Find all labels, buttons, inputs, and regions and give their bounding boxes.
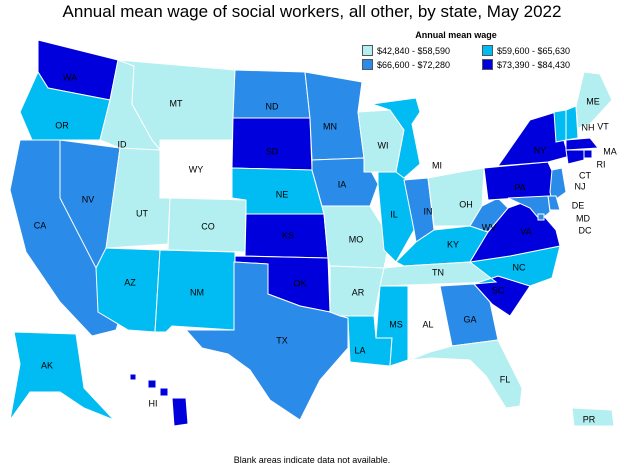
state-label-nh: NH [582,122,595,132]
state-label-ks: KS [282,230,294,240]
state-label-al: AL [422,319,433,329]
state-label-tn: TN [432,267,444,277]
state-mi [371,97,421,179]
legend-swatch-4 [482,59,493,70]
state-label-hi: HI [149,398,158,408]
state-ma [565,137,599,151]
state-label-md: MD [576,213,590,223]
legend-label-2: $59,600 - $65,630 [497,45,571,56]
state-sd [231,117,313,171]
state-label-ny: NY [534,145,547,155]
legend: Annual mean wage $42,840 - $58,590 $59,6… [362,30,622,70]
state-ri [583,149,593,159]
state-label-wa: WA [63,72,77,82]
state-label-ky: KY [447,239,459,249]
footnote: Blank areas indicate data not available. [233,455,391,465]
state-label-dc: DC [579,225,592,235]
state-label-ct: CT [579,170,591,180]
legend-label-3: $66,600 - $72,280 [377,59,451,70]
state-al [407,285,451,361]
state-label-vt: VT [597,121,609,131]
state-label-de: DE [572,200,585,210]
state-label-va: VA [520,226,531,236]
state-ct [565,149,585,165]
map-title: Annual mean wage of social workers, all … [62,2,562,21]
legend-label-4: $73,390 - $84,430 [497,59,571,70]
state-label-mt: MT [170,98,183,108]
state-label-ne: NE [276,189,289,199]
legend-swatch-2 [482,45,493,56]
state-ak [9,331,115,421]
legend-item-1: $42,840 - $58,590 [362,45,482,56]
legend-item-3: $66,600 - $72,280 [362,59,482,70]
state-label-oh: OH [459,199,473,209]
state-nh [565,105,579,141]
state-pr [571,407,615,427]
state-nm [154,249,236,333]
state-label-in: IN [424,206,433,216]
legend-swatch-3 [362,59,373,70]
state-label-nc: NC [513,262,526,272]
legend-swatch-1 [362,45,373,56]
state-label-mo: MO [349,234,364,244]
state-label-wv: WV [482,222,497,232]
legend-item-4: $73,390 - $84,430 [482,59,602,70]
state-label-ca: CA [34,220,47,230]
state-label-co: CO [201,221,215,231]
state-label-pr: PR [583,414,596,424]
state-label-sd: SD [266,146,279,156]
state-fl [409,339,523,409]
state-nj [549,167,567,203]
state-label-sc: SC [492,285,505,295]
state-label-wi: WI [378,140,389,150]
state-label-ms: MS [389,319,403,329]
state-label-nj: NJ [575,181,586,191]
state-me [575,71,613,129]
state-label-ma: MA [603,146,617,156]
state-label-ga: GA [463,314,476,324]
state-label-or: OR [55,120,69,130]
state-tx [184,261,349,421]
state-label-nm: NM [190,287,204,297]
state-dc [537,213,545,221]
state-label-tx: TX [276,335,288,345]
state-label-nv: NV [82,194,95,204]
state-label-mi: MI [432,160,442,170]
state-label-ut: UT [136,208,148,218]
state-label-ok: OK [293,278,306,288]
state-label-ia: IA [338,179,347,189]
state-label-ri: RI [597,159,606,169]
state-vt [553,109,567,143]
state-label-la: LA [354,345,365,355]
state-label-ak: AK [41,360,53,370]
state-label-fl: FL [500,374,511,384]
state-label-id: ID [118,139,128,149]
legend-label-1: $42,840 - $58,590 [377,45,451,56]
state-label-il: IL [390,209,398,219]
state-hi [129,373,189,427]
state-label-me: ME [586,96,600,106]
state-pa [483,161,559,201]
state-label-mn: MN [323,121,337,131]
state-label-nd: ND [266,101,279,111]
state-label-az: AZ [124,277,136,287]
state-label-wy: WY [189,164,204,174]
state-ga [439,283,499,347]
state-label-ar: AR [352,287,365,297]
state-label-pa: PA [514,182,525,192]
legend-item-2: $59,600 - $65,630 [482,45,602,56]
state-mn [304,71,365,161]
legend-title: Annual mean wage [415,30,497,40]
